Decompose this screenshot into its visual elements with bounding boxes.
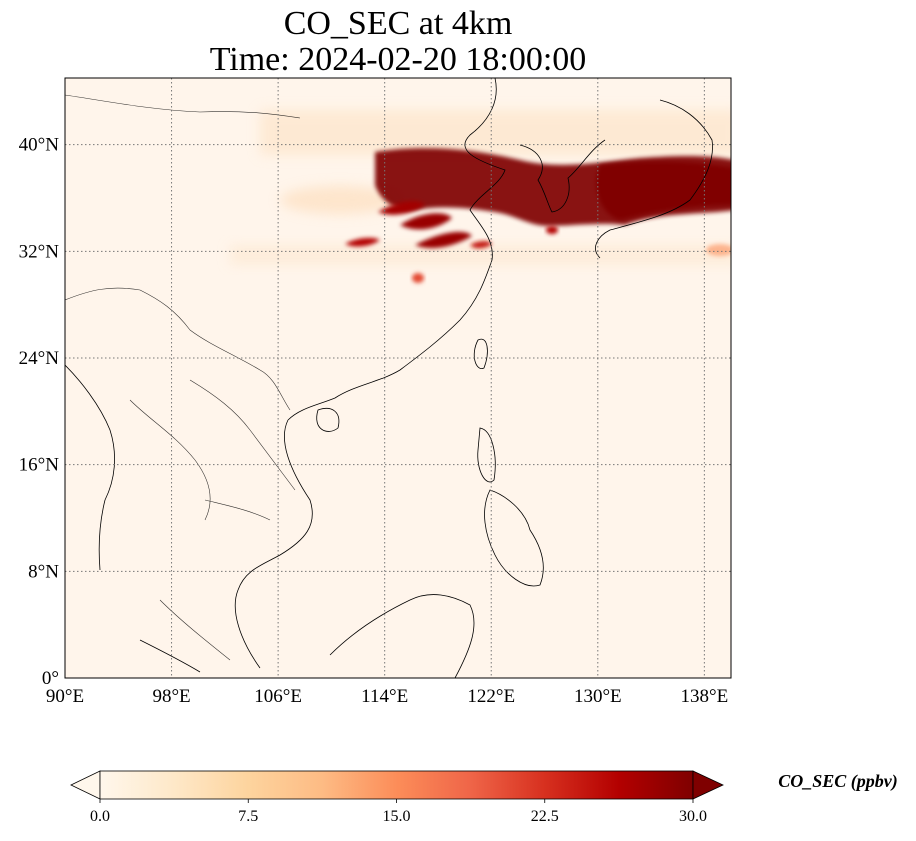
lon-tick-label: 98°E: [152, 686, 190, 707]
plume-spot-south: [412, 273, 424, 283]
gridlines: [65, 78, 731, 678]
coast-hainan: [316, 408, 340, 432]
plume-streak-3: [415, 231, 472, 249]
map-title-line1: CO_SEC at 4km: [284, 5, 513, 42]
co-plume: [345, 148, 731, 283]
faint-plume-west: [280, 186, 400, 214]
colorbar-extend-min: [70, 770, 101, 800]
lat-tick-label: 16°N: [19, 455, 60, 476]
plume-spot-korea-south: [546, 226, 558, 234]
coast-korea: [519, 139, 606, 213]
map-panel: [65, 78, 731, 678]
border-malaysia: [159, 599, 231, 661]
lon-tick-label: 90°E: [46, 686, 84, 707]
faint-plume-band: [260, 110, 731, 155]
colorbar-body: [99, 770, 694, 800]
lon-tick-labels: 90°E 98°E 106°E 114°E 122°E 130°E 138°E: [46, 686, 728, 707]
borders: [65, 94, 301, 661]
coastlines: [65, 78, 713, 678]
lon-tick-label: 122°E: [467, 686, 515, 707]
coast-borneo: [329, 594, 475, 678]
plume-streak-4: [378, 200, 425, 215]
lon-tick-label: 138°E: [681, 686, 729, 707]
coast-japan: [595, 99, 713, 259]
colorbar-tick-label: 30.0: [679, 808, 707, 825]
border-laos-vietnam: [189, 379, 296, 491]
colorbar: 0.0 7.5 15.0 22.5 30.0 CO_SEC (ppbv): [70, 770, 898, 825]
lat-tick-label: 32°N: [19, 241, 60, 262]
plume-streak-2: [400, 213, 452, 230]
colorbar-tick-label: 7.5: [238, 808, 258, 825]
colorbar-label: CO_SEC (ppbv): [778, 771, 898, 792]
border-cambodia: [204, 499, 271, 521]
colorbar-tick-label: 22.5: [531, 808, 559, 825]
border-mongolia: [65, 94, 301, 119]
border-china-south: [65, 287, 291, 411]
lat-tick-labels: 0° 8°N 16°N 24°N 32°N 40°N: [19, 135, 60, 689]
coast-philippines-luzon: [477, 427, 496, 483]
colorbar-tick-label: 15.0: [383, 808, 411, 825]
lat-tick-label: 8°N: [28, 561, 59, 582]
plume-korea-japan: [596, 161, 731, 220]
lat-tick-label: 0°: [42, 668, 59, 689]
lon-tick-label: 130°E: [574, 686, 622, 707]
coast-sumatra: [139, 639, 201, 673]
plume-streak-1: [345, 237, 380, 247]
faint-plume-southern: [230, 245, 731, 265]
colorbar-ticks: 0.0 7.5 15.0 22.5 30.0: [90, 799, 707, 825]
plume-streak-5: [470, 241, 492, 249]
lat-tick-label: 40°N: [19, 135, 60, 156]
colorbar-extend-max: [692, 770, 724, 800]
map-title-line2: Time: 2024-02-20 18:00:00: [210, 41, 587, 78]
plume-spot-east: [706, 244, 731, 256]
coast-philippines-south: [484, 489, 544, 587]
coast-indochina: [234, 419, 313, 669]
lon-tick-label: 106°E: [254, 686, 302, 707]
lat-tick-label: 24°N: [19, 348, 60, 369]
lon-tick-label: 114°E: [361, 686, 408, 707]
coast-myanmar: [65, 364, 115, 571]
map-frame: [64, 77, 732, 679]
colorbar-tick-label: 0.0: [90, 808, 110, 825]
coast-taiwan: [473, 338, 488, 369]
